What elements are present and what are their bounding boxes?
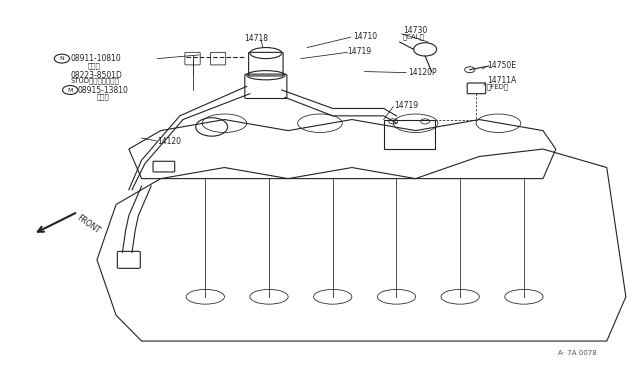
Text: A· 7A 0078: A· 7A 0078 xyxy=(559,350,597,356)
Text: M: M xyxy=(68,87,73,93)
Text: 08911-10810: 08911-10810 xyxy=(70,54,121,63)
Text: N: N xyxy=(60,56,64,61)
Text: 14120: 14120 xyxy=(157,137,182,146)
Text: （２）: （２） xyxy=(97,93,109,100)
Text: 14120P: 14120P xyxy=(408,68,436,77)
Text: 14750E: 14750E xyxy=(487,61,516,70)
Text: 14719: 14719 xyxy=(348,47,372,56)
Text: 14711A: 14711A xyxy=(487,76,516,85)
Text: 14719: 14719 xyxy=(394,101,419,110)
Text: FRONT: FRONT xyxy=(75,214,101,236)
Text: 08915-13810: 08915-13810 xyxy=(78,86,129,94)
Text: 14730: 14730 xyxy=(403,26,427,35)
Text: 08223-8501D: 08223-8501D xyxy=(70,71,122,80)
Text: 14710: 14710 xyxy=(353,32,377,41)
Text: （FED）: （FED） xyxy=(487,83,509,90)
Text: 14718: 14718 xyxy=(244,34,268,43)
Text: （CAL）: （CAL） xyxy=(403,33,425,40)
Text: （２）: （２） xyxy=(88,63,100,69)
Text: STUDスタッド（２）: STUDスタッド（２） xyxy=(70,77,119,84)
